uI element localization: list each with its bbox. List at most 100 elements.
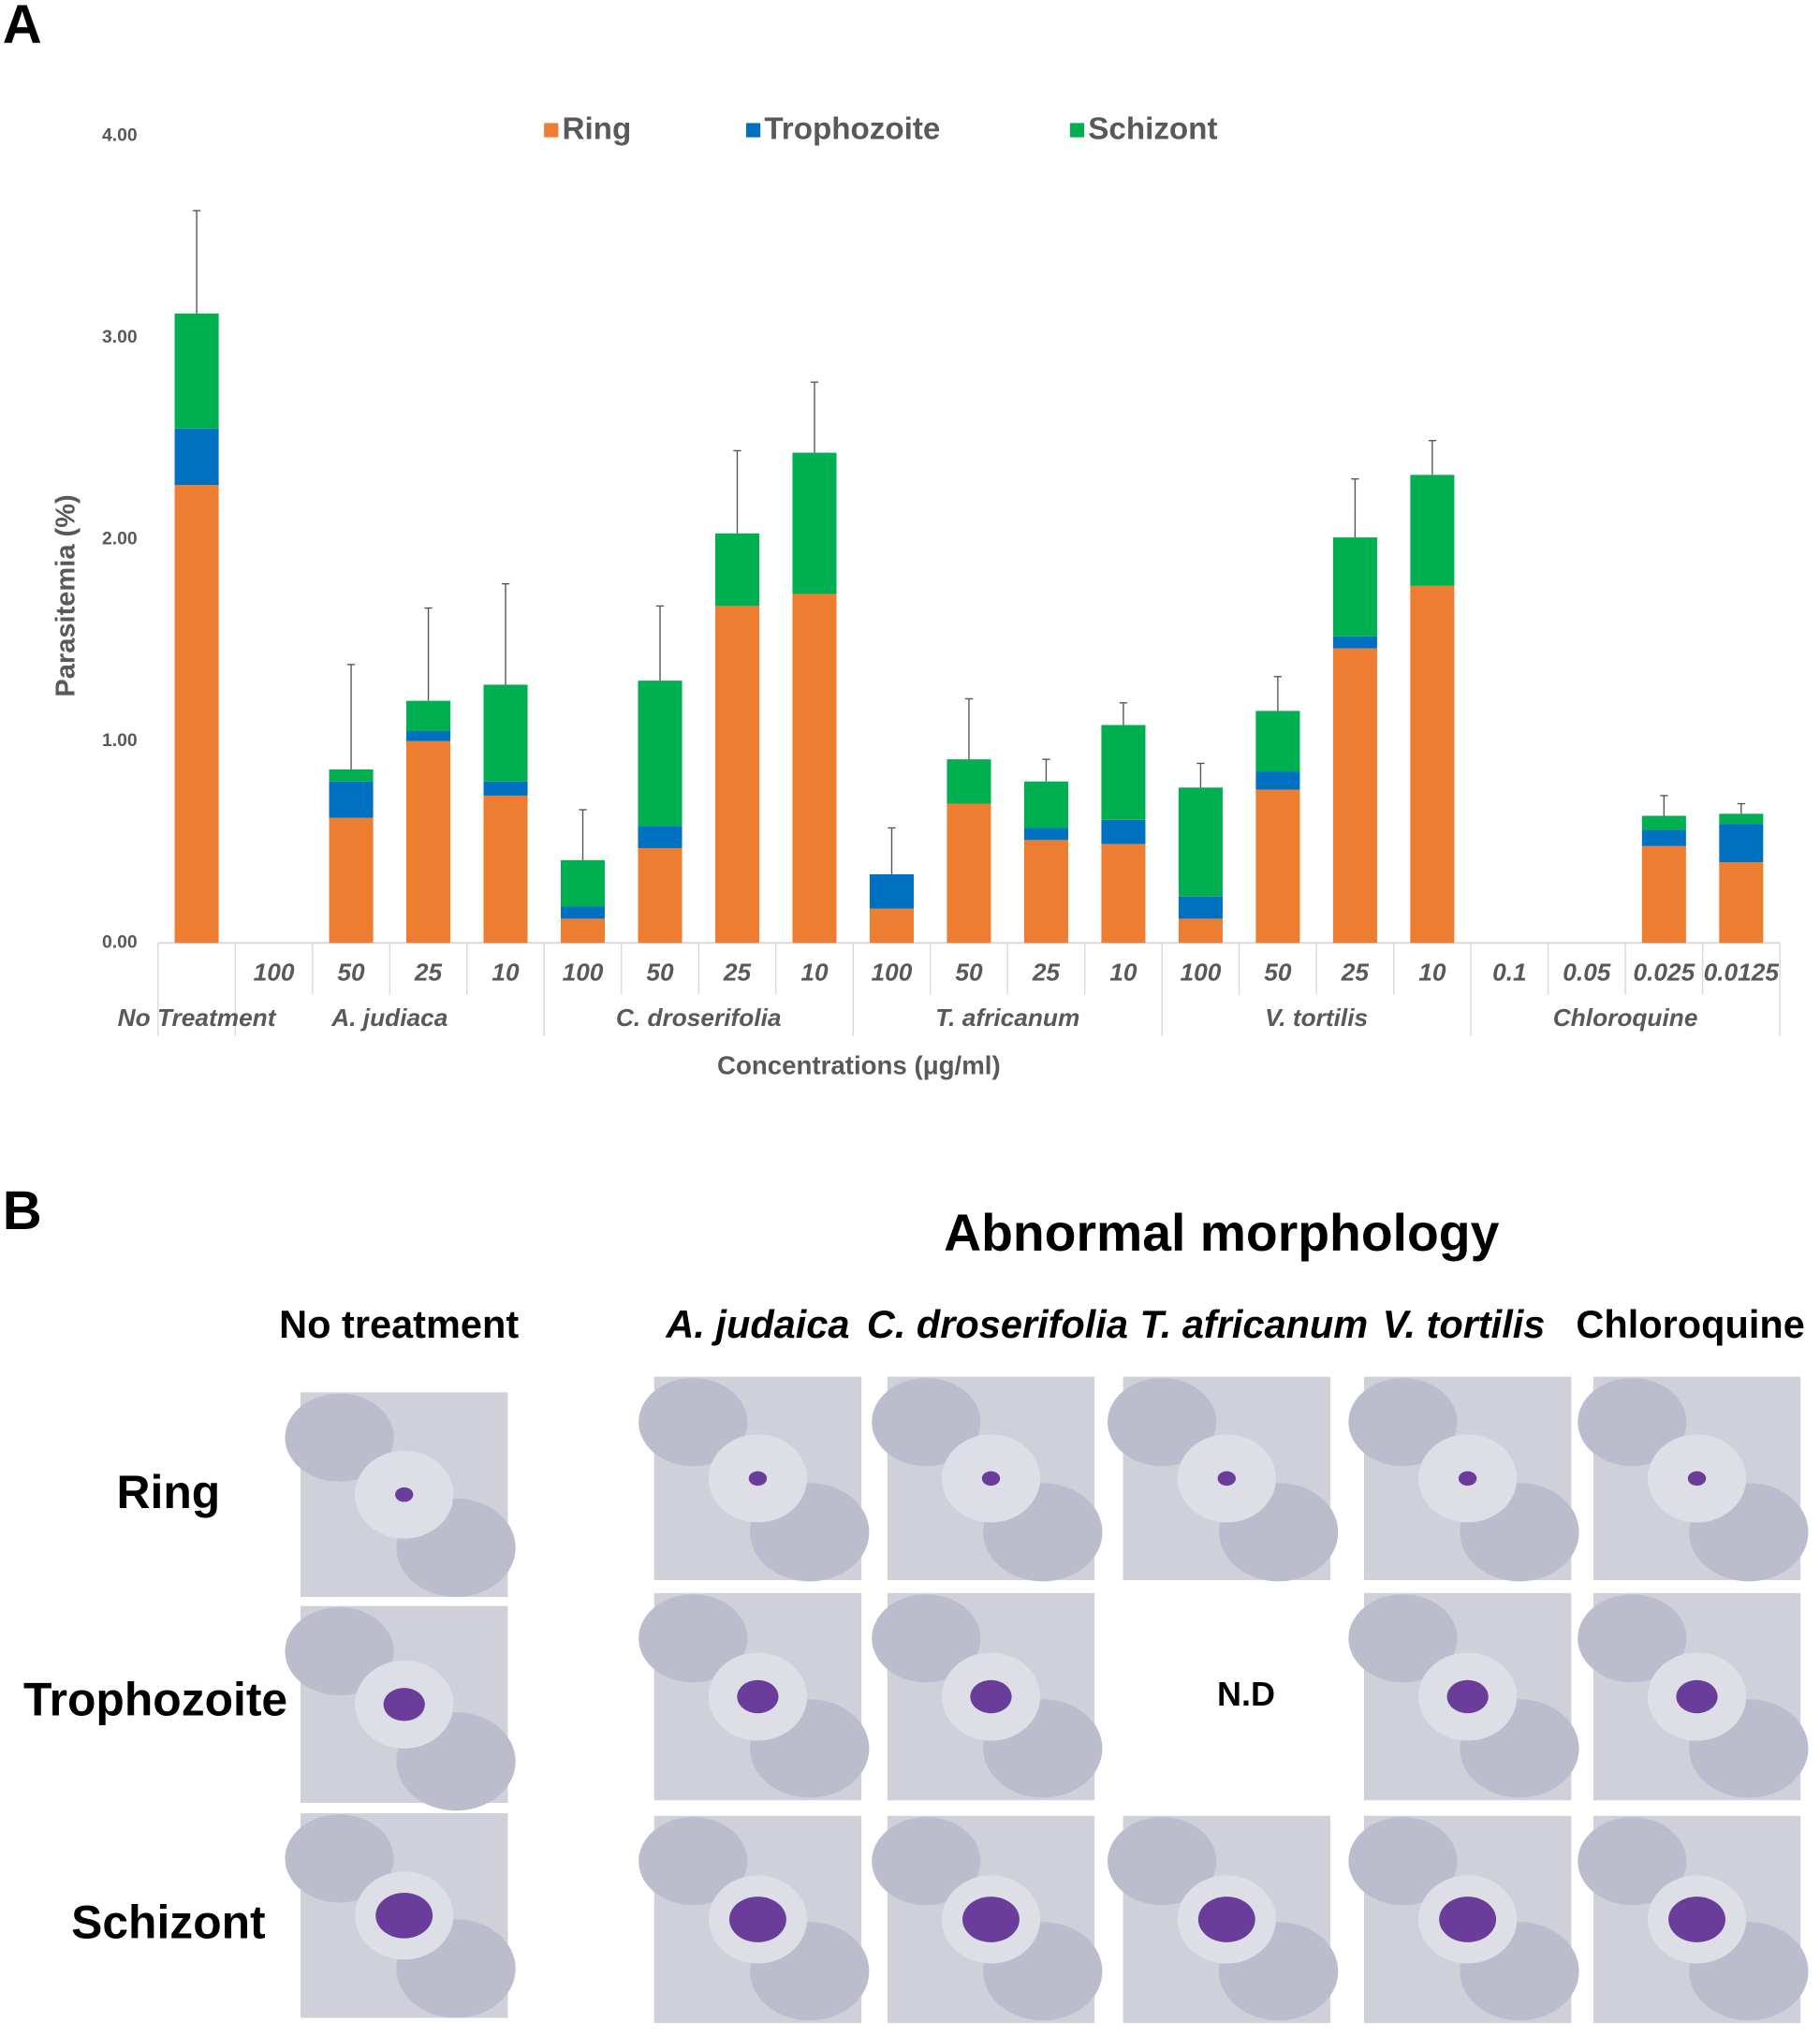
bar-segment bbox=[1641, 845, 1686, 944]
blood-cell bbox=[872, 1817, 981, 1906]
bar-segment bbox=[1178, 918, 1223, 944]
parasite bbox=[383, 1688, 425, 1721]
parasite bbox=[1676, 1679, 1718, 1714]
x-tick-label: 10 bbox=[1418, 958, 1446, 986]
bar-segment bbox=[1178, 896, 1223, 919]
column-header: T. africanum bbox=[1140, 1302, 1369, 1346]
bar-segment bbox=[1101, 843, 1146, 944]
column-header: No treatment bbox=[279, 1302, 519, 1346]
bar-segment bbox=[174, 485, 219, 944]
x-tick-label: 50 bbox=[1264, 958, 1292, 986]
parasite bbox=[1668, 1897, 1725, 1942]
bar-segment bbox=[174, 313, 219, 429]
bar-segment bbox=[406, 730, 451, 741]
bar-segment bbox=[1023, 828, 1068, 841]
blood-cell bbox=[1348, 1594, 1458, 1683]
x-tick-label: 25 bbox=[414, 958, 443, 986]
panel-label: A bbox=[3, 0, 42, 55]
blood-cell bbox=[1578, 1817, 1687, 1906]
bar-segment bbox=[1101, 819, 1146, 844]
bar-segment bbox=[1410, 475, 1455, 586]
x-tick-label: 25 bbox=[1032, 958, 1061, 986]
blood-cell bbox=[285, 1393, 394, 1482]
group-label: A. judiaca bbox=[330, 1003, 448, 1032]
bar-segment bbox=[1178, 787, 1223, 897]
blood-cell bbox=[1348, 1817, 1458, 1906]
group-label: No Treatment bbox=[118, 1003, 277, 1032]
group-label: C. droserifolia bbox=[616, 1003, 782, 1032]
x-tick-label: 50 bbox=[337, 958, 365, 986]
row-label: Ring bbox=[117, 1466, 221, 1518]
x-tick-label: 0.1 bbox=[1492, 958, 1527, 986]
blood-cell bbox=[872, 1594, 981, 1683]
bar-segment bbox=[1719, 862, 1764, 944]
bar-segment bbox=[792, 593, 837, 944]
bar-segment bbox=[1255, 771, 1300, 790]
column-header: V. tortilis bbox=[1383, 1302, 1546, 1346]
blood-cell bbox=[638, 1378, 748, 1467]
x-tick-label: 50 bbox=[955, 958, 983, 986]
bar-segment bbox=[1332, 537, 1377, 637]
x-tick-label: 100 bbox=[254, 958, 295, 986]
y-tick-label: 1.00 bbox=[102, 730, 138, 751]
not-determined: N.D bbox=[1217, 1675, 1275, 1713]
bar-segment bbox=[560, 918, 606, 944]
x-tick-label: 50 bbox=[646, 958, 674, 986]
bar-segment bbox=[1332, 648, 1377, 944]
y-tick-label: 3.00 bbox=[102, 327, 138, 347]
y-axis-label: Parasitemia (%) bbox=[51, 494, 81, 696]
panel-title: Abnormal morphology bbox=[944, 1204, 1499, 1262]
blood-cell bbox=[638, 1594, 748, 1683]
bar-segment bbox=[1641, 815, 1686, 830]
y-tick-label: 2.00 bbox=[102, 528, 138, 549]
bar-segment bbox=[1332, 636, 1377, 649]
y-tick-label: 0.00 bbox=[102, 931, 138, 952]
bar-segment bbox=[947, 759, 991, 804]
legend-label: Trophozoite bbox=[764, 112, 940, 147]
parasite bbox=[375, 1892, 433, 1939]
bar-segment bbox=[869, 908, 914, 944]
bar-segment bbox=[869, 873, 914, 909]
x-tick-label: 0.05 bbox=[1563, 958, 1611, 986]
legend-label: Ring bbox=[563, 112, 632, 147]
bar-segment bbox=[329, 769, 374, 782]
x-tick-label: 10 bbox=[800, 958, 829, 986]
column-header: C. droserifolia bbox=[867, 1302, 1128, 1346]
parasite bbox=[1446, 1679, 1489, 1714]
panel-label: B bbox=[3, 1180, 42, 1241]
bar-segment bbox=[1719, 813, 1764, 825]
bar-segment bbox=[329, 817, 374, 944]
x-tick-label: 0.025 bbox=[1633, 958, 1695, 986]
parasite bbox=[1458, 1471, 1477, 1487]
parasite bbox=[737, 1679, 779, 1714]
row-label: Trophozoite bbox=[23, 1674, 287, 1726]
bar-segment bbox=[560, 906, 606, 919]
bar-segment bbox=[1641, 829, 1686, 846]
bar-segment bbox=[406, 700, 451, 731]
bar-segment bbox=[714, 606, 760, 944]
bar-segment bbox=[560, 859, 606, 907]
x-tick-label: 25 bbox=[1341, 958, 1370, 986]
parasite bbox=[1687, 1471, 1707, 1487]
bar-segment bbox=[483, 684, 528, 782]
bar-segment bbox=[483, 795, 528, 944]
parasite bbox=[395, 1487, 414, 1502]
x-tick-label: 0.0125 bbox=[1704, 958, 1780, 986]
x-tick-label: 100 bbox=[1181, 958, 1222, 986]
bar-segment bbox=[714, 533, 760, 607]
bar-segment bbox=[792, 452, 837, 594]
bar-segment bbox=[174, 428, 219, 486]
blood-cell bbox=[1107, 1817, 1217, 1906]
bar-segment bbox=[1023, 840, 1068, 944]
bar-segment bbox=[1719, 824, 1764, 863]
parasite bbox=[1217, 1471, 1236, 1487]
column-header: A. judaica bbox=[665, 1302, 849, 1346]
row-label: Schizont bbox=[71, 1897, 265, 1949]
blood-cell bbox=[285, 1814, 394, 1903]
parasite bbox=[728, 1897, 786, 1942]
bar-segment bbox=[406, 740, 451, 944]
bar-segment bbox=[1410, 585, 1455, 944]
bar-segment bbox=[638, 847, 682, 944]
legend-label: Schizont bbox=[1088, 112, 1217, 147]
parasite bbox=[962, 1897, 1020, 1942]
